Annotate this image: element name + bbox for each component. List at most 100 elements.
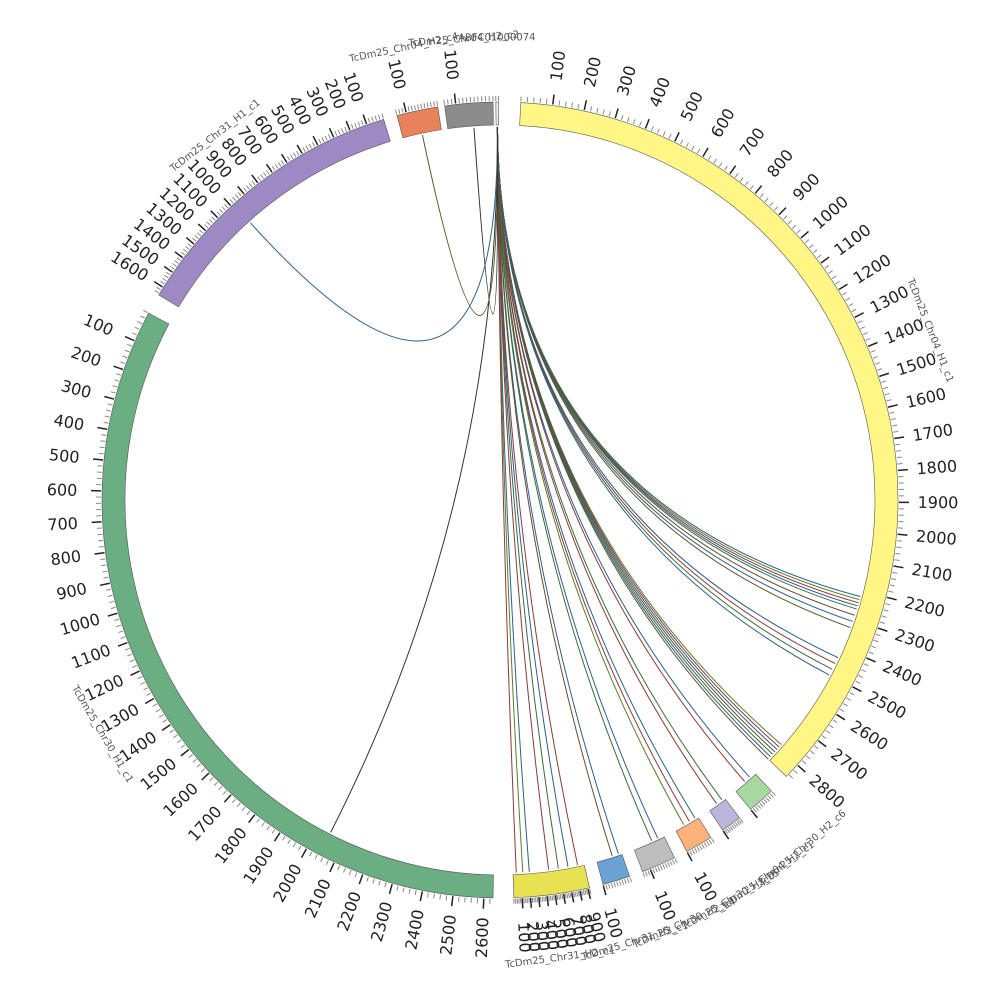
minor-tick (613, 882, 616, 888)
link-ribbon (496, 127, 750, 778)
tick-label: 2300 (367, 900, 396, 944)
minor-tick (426, 102, 429, 108)
minor-tick (159, 713, 164, 718)
minor-tick (711, 838, 715, 843)
minor-tick (759, 193, 764, 198)
segment-chr30-h2b (675, 817, 712, 852)
minor-tick (160, 280, 165, 285)
minor-tick (650, 126, 654, 132)
minor-tick (106, 588, 112, 591)
minor-tick (738, 819, 742, 825)
minor-tick (574, 891, 577, 897)
major-tick (571, 892, 575, 903)
minor-tick (865, 338, 871, 341)
minor-tick (816, 254, 822, 259)
minor-tick (713, 158, 718, 164)
minor-tick (110, 606, 116, 610)
minor-tick (662, 864, 666, 870)
minor-tick (206, 221, 211, 226)
tick-label: 1500 (136, 754, 180, 794)
minor-tick (143, 309, 148, 314)
minor-tick (618, 880, 622, 886)
minor-tick (196, 763, 202, 768)
minor-tick (896, 540, 902, 542)
minor-tick (787, 220, 792, 225)
major-tick (453, 93, 457, 104)
links-layer (250, 127, 861, 873)
major-tick (99, 582, 110, 587)
minor-tick (825, 729, 831, 734)
minor-tick (569, 892, 572, 898)
minor-tick (216, 211, 221, 216)
major-tick (197, 223, 207, 232)
minor-tick (298, 845, 302, 851)
tick-label: 300 (532, 920, 554, 952)
minor-tick (831, 275, 837, 280)
link-ribbon (496, 127, 517, 873)
minor-tick (170, 265, 175, 270)
major-tick (867, 341, 878, 348)
minor-tick (140, 315, 146, 319)
minor-tick (765, 797, 770, 802)
minor-tick (401, 108, 404, 114)
minor-tick (764, 197, 769, 203)
minor-tick (576, 891, 579, 897)
minor-tick (320, 857, 324, 863)
minor-tick (680, 139, 684, 145)
minor-tick (540, 896, 542, 902)
minor-tick (572, 892, 575, 898)
minor-tick (257, 176, 262, 182)
minor-tick (582, 890, 585, 896)
tick-label: 1700 (911, 420, 954, 445)
minor-tick (271, 166, 276, 171)
tick-label: 700 (736, 124, 769, 160)
minor-tick (433, 101, 435, 107)
major-tick (797, 764, 806, 773)
minor-tick (624, 878, 627, 884)
minor-tick (344, 126, 348, 132)
minor-tick (835, 280, 841, 285)
tick-label: 100 (384, 57, 410, 91)
minor-tick (586, 889, 589, 895)
major-tick (587, 888, 592, 900)
major-tick (296, 144, 303, 154)
minor-tick (414, 889, 417, 896)
major-tick (836, 713, 846, 721)
tick-label: 1500 (894, 349, 939, 380)
minor-tick (845, 297, 851, 301)
major-tick (402, 102, 407, 113)
minor-tick (324, 135, 328, 141)
minor-tick (706, 841, 710, 846)
minor-tick (796, 229, 801, 234)
major-tick (251, 174, 259, 184)
minor-tick (232, 196, 237, 202)
minor-tick (173, 734, 178, 739)
minor-tick (129, 659, 135, 663)
major-tick (854, 312, 864, 319)
minor-tick (566, 893, 569, 899)
minor-tick (187, 243, 192, 248)
minor-tick (851, 308, 857, 313)
minor-tick (367, 117, 371, 123)
minor-tick (98, 539, 104, 542)
minor-tick (221, 206, 226, 211)
minor-tick (248, 182, 253, 188)
minor-tick (224, 204, 229, 209)
tick-label: 1300 (867, 282, 912, 318)
minor-tick (558, 894, 560, 900)
minor-tick (829, 724, 834, 729)
major-tick (248, 814, 256, 824)
major-tick (180, 749, 190, 757)
major-tick (521, 898, 524, 909)
minor-tick (629, 877, 633, 883)
minor-tick (277, 162, 282, 167)
minor-tick (282, 835, 286, 841)
segment-chr31-h2 (512, 865, 590, 899)
minor-tick (734, 173, 739, 178)
minor-tick (891, 424, 898, 427)
minor-tick (858, 674, 864, 679)
tick-label: 2500 (436, 914, 460, 957)
minor-tick (342, 867, 346, 873)
minor-tick (182, 248, 188, 253)
major-tick (237, 185, 245, 195)
